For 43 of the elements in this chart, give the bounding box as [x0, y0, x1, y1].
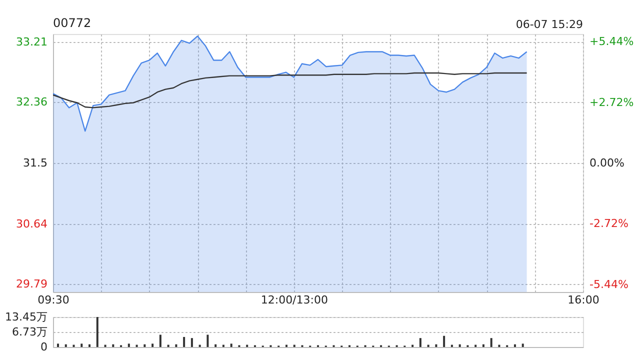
bar: [112, 344, 114, 347]
bar: [152, 344, 154, 347]
bar: [175, 344, 178, 347]
bar: [458, 344, 461, 347]
bar: [419, 338, 422, 347]
y-tick-label: 33.21: [16, 35, 48, 48]
bar: [80, 344, 83, 347]
x-tick-label: 09:30: [38, 294, 70, 306]
bar: [88, 344, 91, 347]
bar: [214, 344, 217, 347]
y-tick-label: 0: [40, 340, 48, 354]
y-tick-label: 32.36: [16, 96, 48, 109]
bar: [522, 344, 524, 347]
text: 06-07 15:29: [516, 18, 583, 31]
y-tick-label: 31.5: [23, 156, 48, 170]
y-tick-label: 30.64: [16, 217, 48, 230]
line-series: [53, 72, 528, 108]
bar: [514, 344, 516, 347]
chart-title: 00772: [53, 16, 92, 30]
x-tick-label: 16:00: [568, 294, 600, 306]
bar: [206, 334, 209, 347]
y-tick-label: 13.45万: [5, 310, 48, 324]
bar: [183, 336, 186, 347]
bar: [190, 338, 193, 347]
bar: [64, 344, 67, 347]
bar: [57, 344, 59, 347]
bar: [128, 344, 130, 347]
y2-tick-label: 0.00%: [590, 156, 624, 170]
x-tick-label: 12:00/13:00: [260, 294, 328, 306]
bar: [144, 344, 146, 347]
bar: [490, 338, 492, 347]
bar: [230, 344, 232, 347]
y2-tick-label: +5.44%: [590, 35, 634, 48]
bar: [482, 344, 484, 347]
y2-tick-label: -2.72%: [590, 217, 628, 230]
bar: [435, 344, 438, 347]
y2-tick-label: +2.72%: [590, 96, 634, 109]
bar: [159, 334, 162, 347]
y-tick-label: 29.79: [16, 278, 48, 291]
y2-tick-label: -5.44%: [590, 278, 628, 291]
bar: [443, 336, 446, 347]
y-tick-label: 6.73万: [12, 325, 48, 338]
bar: [96, 317, 98, 347]
